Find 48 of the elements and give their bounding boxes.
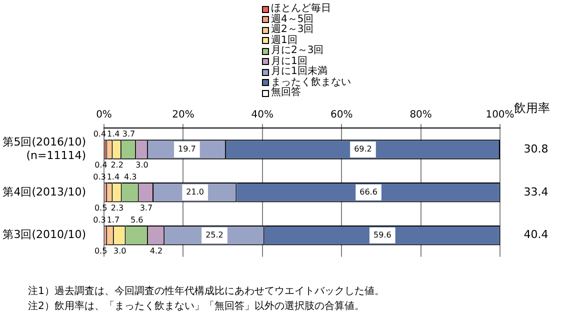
x-tick-label: 20% xyxy=(172,110,194,121)
legend-label: まったく飲まない xyxy=(271,76,351,88)
data-label: 3.7 xyxy=(140,203,153,212)
data-label: 2.3 xyxy=(110,203,124,212)
data-label: 69.2 xyxy=(354,144,372,154)
x-tick-label: 100% xyxy=(486,110,514,121)
legend-label: 月に2～3回 xyxy=(271,45,324,56)
y2-axis-title: 飲用率 xyxy=(514,100,550,117)
data-label: 1.4 xyxy=(106,172,120,182)
data-label: 0.5 xyxy=(94,246,108,256)
data-label: 21.0 xyxy=(186,187,204,196)
legend-label: 無回答 xyxy=(271,87,301,98)
data-label: 0.5 xyxy=(94,203,108,212)
text: 40.4 xyxy=(524,228,548,242)
data-label: 4.2 xyxy=(150,246,163,256)
x-tick-label: 40% xyxy=(251,110,274,121)
data-label: 3.7 xyxy=(122,130,136,139)
data-label: 3.0 xyxy=(113,246,126,256)
data-label: 19.7 xyxy=(178,144,196,154)
data-label: 25.2 xyxy=(206,230,224,240)
data-label: 5.6 xyxy=(130,216,144,225)
x-tick-label: 0% xyxy=(96,110,112,121)
legend-label: 週2～3回 xyxy=(271,24,314,35)
text: 注2）飲用率は、「まったく飲まない」「無回答」以外の選択肢の合算値。 xyxy=(28,300,366,314)
data-label: 66.6 xyxy=(360,187,378,196)
legend-label: ほとんど毎日 xyxy=(271,3,331,14)
text: 30.8 xyxy=(524,142,548,156)
data-label: 0.3 xyxy=(93,172,106,182)
y-tick-label: 第5回(2016/10) (n=11114) xyxy=(2,136,86,162)
data-label: 4.3 xyxy=(124,172,137,182)
data-label: 1.4 xyxy=(107,130,120,139)
data-label: 0.4 xyxy=(93,130,106,139)
y-tick-label: 第4回(2013/10) xyxy=(2,185,86,198)
data-label: 3.0 xyxy=(136,160,148,170)
x-tick-label: 80% xyxy=(410,110,432,121)
y-tick-label: 第3回(2010/10) xyxy=(2,228,86,242)
text: 注1）過去調査は、今回調査の性年代構成比にあわせてウエイトバックした値。 xyxy=(28,284,384,299)
legend-label: 週1回 xyxy=(271,34,298,46)
legend-label: 月に1回未満 xyxy=(271,66,328,77)
legend-label: 週4～5回 xyxy=(271,14,314,24)
data-label: 0.3 xyxy=(93,216,106,225)
data-label: 1.7 xyxy=(106,216,120,225)
data-label: 59.6 xyxy=(373,230,392,240)
text: 33.4 xyxy=(524,185,548,198)
legend-label: 月に1回 xyxy=(271,56,308,66)
data-label: 0.4 xyxy=(94,160,108,170)
data-label: 2.2 xyxy=(110,160,124,170)
x-tick-label: 60% xyxy=(330,110,353,121)
